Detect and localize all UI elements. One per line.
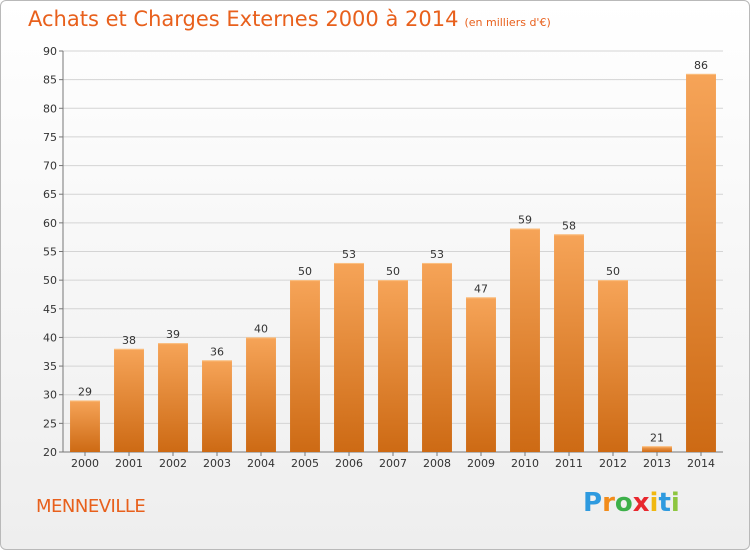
logo-letter: r <box>602 488 615 518</box>
x-tick-label-2007: 2007 <box>379 457 407 470</box>
chart-subtitle: (en milliers d'€) <box>464 16 551 29</box>
data-label-2004: 40 <box>254 322 268 335</box>
proxiti-logo: Proxiti <box>583 488 680 518</box>
bar-2008 <box>422 262 452 452</box>
x-tick-label-2014: 2014 <box>687 457 715 470</box>
x-tick-label-2006: 2006 <box>335 457 363 470</box>
data-label-2006: 53 <box>342 248 356 261</box>
data-labels: 29 38 39 36 40 50 53 50 53 47 59 58 50 21 86 <box>78 59 708 444</box>
data-label-2008: 53 <box>430 248 444 261</box>
bar-2004 <box>246 337 276 452</box>
bars <box>70 73 716 453</box>
x-tick-label-2000: 2000 <box>71 457 99 470</box>
data-label-2012: 50 <box>606 265 620 278</box>
x-tick-label-2009: 2009 <box>467 457 495 470</box>
x-tick-label-2013: 2013 <box>643 457 671 470</box>
x-tick-label-2004: 2004 <box>247 457 275 470</box>
x-tick-label-2010: 2010 <box>511 457 539 470</box>
logo-letter: i <box>670 488 680 518</box>
y-tick-label: 65 <box>43 188 57 201</box>
bar-2012 <box>598 280 628 452</box>
y-tick-label: 45 <box>43 303 57 316</box>
data-label-2009: 47 <box>474 282 488 295</box>
bar-2001 <box>114 348 144 452</box>
logo-letter: t <box>658 488 671 518</box>
y-tick-label: 75 <box>43 131 57 144</box>
y-tick-label: 85 <box>43 74 57 87</box>
y-tick-label: 50 <box>43 274 57 287</box>
chart-title-text: Achats et Charges Externes 2000 à 2014 <box>28 7 459 31</box>
x-tick-label-2011: 2011 <box>555 457 583 470</box>
bar-2000 <box>70 400 100 452</box>
x-axis-ticks: 2000 2001 2002 2003 2004 2005 2006 2007 2008 2009… <box>71 452 715 470</box>
logo-letter: P <box>583 488 603 518</box>
y-tick-label: 20 <box>43 446 57 459</box>
y-tick-label: 60 <box>43 217 57 230</box>
chart-title: Achats et Charges Externes 2000 à 2014 (e… <box>28 7 551 31</box>
bar-2014 <box>686 73 716 453</box>
y-tick-label: 80 <box>43 102 57 115</box>
x-tick-label-2005: 2005 <box>291 457 319 470</box>
x-tick-label-2002: 2002 <box>159 457 187 470</box>
y-tick-label: 30 <box>43 389 57 402</box>
logo-letter: i <box>649 488 659 518</box>
data-label-2014: 86 <box>694 59 708 72</box>
x-tick-label-2012: 2012 <box>599 457 627 470</box>
data-label-2007: 50 <box>386 265 400 278</box>
data-label-2005: 50 <box>298 265 312 278</box>
x-tick-label-2008: 2008 <box>423 457 451 470</box>
data-label-2002: 39 <box>166 328 180 341</box>
bar-2005 <box>290 280 320 452</box>
data-label-2013: 21 <box>650 431 664 444</box>
x-tick-label-2003: 2003 <box>203 457 231 470</box>
bar-2003 <box>202 360 232 452</box>
y-tick-label: 25 <box>43 417 57 430</box>
y-tick-label: 35 <box>43 360 57 373</box>
x-tick-label-2001: 2001 <box>115 457 143 470</box>
bar-2007 <box>378 280 408 452</box>
bar-2011 <box>554 234 584 452</box>
bar-2002 <box>158 343 188 452</box>
data-label-2001: 38 <box>122 334 136 347</box>
data-label-2000: 29 <box>78 385 92 398</box>
data-label-2010: 59 <box>518 214 532 227</box>
bar-2013 <box>642 446 672 452</box>
y-axis-ticks: 20 25 30 35 40 45 50 55 60 65 70 75 80 85 90 <box>43 45 57 459</box>
bar-2010 <box>510 228 540 452</box>
data-label-2003: 36 <box>210 345 224 358</box>
y-tick-label: 70 <box>43 160 57 173</box>
town-name: MENNEVILLE <box>36 496 146 517</box>
data-label-2011: 58 <box>562 219 576 232</box>
y-tick-label: 90 <box>43 45 57 58</box>
bar-2009 <box>466 297 496 452</box>
y-tick-label: 55 <box>43 246 57 259</box>
y-tick-label: 40 <box>43 331 57 344</box>
logo-letter: o <box>614 488 633 518</box>
logo-letter: x <box>632 488 650 518</box>
bar-2006 <box>334 262 364 452</box>
